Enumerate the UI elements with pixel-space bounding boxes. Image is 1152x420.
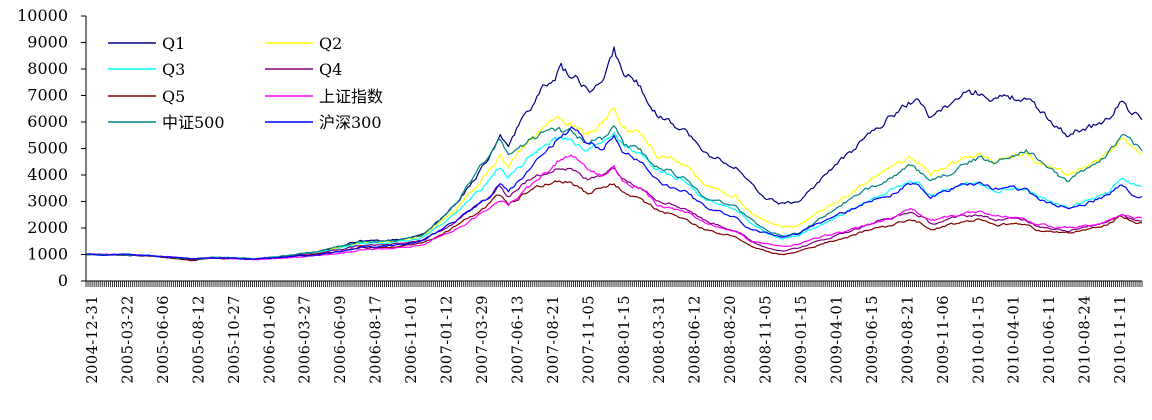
x-tick-label: 2010-06-11 xyxy=(1042,295,1058,384)
y-tick-label: 1000 xyxy=(27,245,68,264)
x-tick-label: 2008-01-15 xyxy=(617,295,633,384)
x-tick-label: 2006-01-06 xyxy=(262,295,278,384)
x-tick-label: 2005-03-22 xyxy=(120,295,136,384)
legend-label: Q1 xyxy=(162,34,185,53)
x-tick-label: 2010-01-15 xyxy=(971,295,987,384)
x-tick-label: 2007-03-29 xyxy=(475,295,491,384)
x-tick-label: 2009-06-15 xyxy=(865,295,881,384)
x-tick-label: 2008-11-05 xyxy=(759,295,775,384)
axes: 0 1000 2000 3000 4000 5000 6000 7000 8000 9000 100… xyxy=(17,6,1143,384)
legend-label: Q5 xyxy=(162,87,185,106)
legend-label: Q2 xyxy=(319,34,342,53)
x-tick-label: 2008-03-31 xyxy=(652,295,668,384)
x-tick-label: 2005-06-06 xyxy=(156,295,172,384)
x-tick-label: 2006-06-09 xyxy=(333,295,349,384)
x-tick-label: 2009-01-15 xyxy=(794,295,810,384)
y-tick-label: 6000 xyxy=(27,112,68,131)
x-tick-label: 2006-08-17 xyxy=(369,295,385,384)
series-line-5 xyxy=(85,180,1143,262)
x-tick-label: 2007-01-12 xyxy=(440,295,456,384)
x-tick-label: 2010-08-24 xyxy=(1078,295,1094,384)
legend-label: 中证500 xyxy=(162,113,225,132)
y-tick-label: 8000 xyxy=(27,59,68,78)
series-line-1 xyxy=(85,46,1143,262)
series-line-4 xyxy=(85,166,1143,261)
series-lines xyxy=(85,46,1143,262)
x-tick-label: 2008-06-12 xyxy=(688,295,704,384)
y-tick-label: 4000 xyxy=(27,165,68,184)
series-line-8 xyxy=(85,126,1143,260)
x-tick-label: 2009-11-06 xyxy=(936,295,952,384)
legend-label: 上证指数 xyxy=(319,87,383,106)
x-tick-label: 2010-11-11 xyxy=(1113,295,1129,384)
y-tick-label: 2000 xyxy=(27,218,68,237)
x-tick-label: 2005-10-27 xyxy=(227,295,243,384)
y-tick-label: 5000 xyxy=(27,139,68,158)
x-tick-label: 2008-08-20 xyxy=(723,295,739,384)
series-line-6 xyxy=(85,154,1143,261)
legend-label: Q4 xyxy=(319,60,342,79)
x-tick-label: 2004-12-31 xyxy=(85,295,101,384)
series-line-7 xyxy=(85,125,1143,260)
x-tick-label: 2007-08-21 xyxy=(546,295,562,384)
x-tick-label: 2009-04-01 xyxy=(830,295,846,384)
x-tick-label: 2009-08-21 xyxy=(900,295,916,384)
y-tick-label: 3000 xyxy=(27,192,68,211)
x-tick-label: 2010-04-01 xyxy=(1007,295,1023,384)
series-line-3 xyxy=(85,132,1143,261)
y-tick-label: 10000 xyxy=(17,6,68,25)
x-tick-label: 2007-06-13 xyxy=(510,295,526,384)
x-tick-label: 2005-08-12 xyxy=(191,295,207,384)
legend-label: Q3 xyxy=(162,60,185,79)
x-tick-label: 2006-11-01 xyxy=(404,295,420,384)
y-tick-label: 0 xyxy=(58,271,68,290)
y-tick-label: 9000 xyxy=(27,33,68,52)
y-tick-label: 7000 xyxy=(27,86,68,105)
x-tick-label: 2006-03-27 xyxy=(298,295,314,384)
legend-label: 沪深300 xyxy=(319,113,382,132)
x-tick-label: 2007-11-05 xyxy=(581,295,597,384)
